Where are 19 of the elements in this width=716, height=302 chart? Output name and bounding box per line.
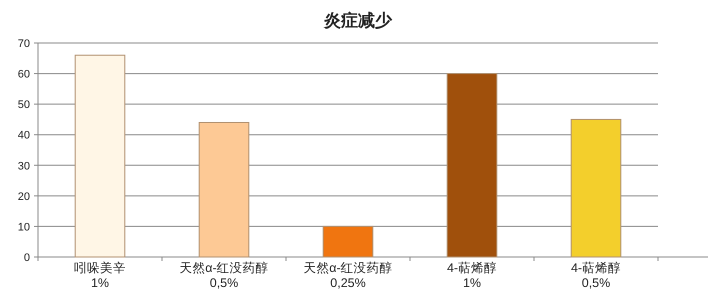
- x-tick-label: 天然α-红没药醇 0,5%: [179, 261, 269, 290]
- bar: [570, 118, 622, 258]
- x-tick-label: 4-萜烯醇 1%: [446, 261, 498, 290]
- x-tick-label: 4-萜烯醇 0,5%: [570, 261, 622, 290]
- chart-title: 炎症减少: [323, 11, 393, 30]
- bar: [74, 54, 126, 258]
- y-tick-label: 60: [18, 68, 30, 81]
- y-tick-label: 30: [18, 160, 30, 172]
- x-tick-label: 天然α-红没药醇 0,25%: [303, 261, 393, 290]
- y-tick-label: 10: [18, 221, 30, 234]
- y-tick-label: 70: [18, 38, 30, 50]
- y-tick-label: 0: [24, 252, 30, 264]
- y-tick-label: 50: [18, 99, 30, 112]
- bar: [198, 122, 250, 258]
- y-tick-label: 40: [18, 130, 30, 142]
- bar: [322, 226, 374, 258]
- bar: [446, 73, 498, 258]
- y-tick-label: 20: [18, 190, 30, 203]
- x-tick-label: 吲哚美辛 1%: [74, 260, 126, 290]
